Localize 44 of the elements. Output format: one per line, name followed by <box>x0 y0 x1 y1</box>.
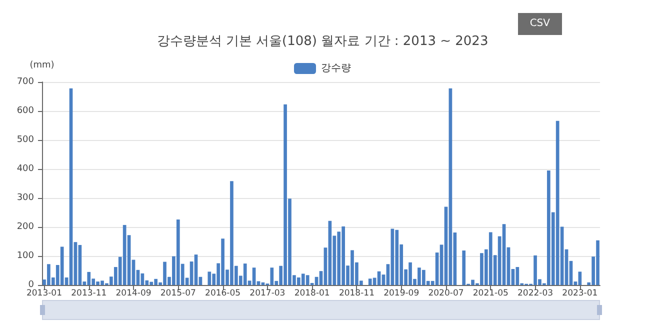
x-tick-label: 2015-07 <box>160 288 196 298</box>
x-tick-label: 2021-05 <box>472 288 508 298</box>
bar <box>448 88 452 285</box>
bar <box>270 268 274 285</box>
x-tick-label: 2018-01 <box>294 288 330 298</box>
x-tick-label: 2013-01 <box>26 288 62 298</box>
y-tick-label: 500 <box>16 135 34 145</box>
y-axis-title: (mm) <box>30 60 54 70</box>
bar <box>60 246 64 285</box>
x-tick-label: 2020-07 <box>428 288 464 298</box>
bar <box>462 250 466 285</box>
x-tick-label: 2018-11 <box>338 288 374 298</box>
bar <box>578 272 582 285</box>
y-tick-label: 100 <box>16 251 34 261</box>
bar <box>328 220 332 285</box>
y-tick-label: 600 <box>16 106 34 116</box>
chart-title: 강수량분석 기본 서울(108) 월자료 기간 : 2013 ~ 2023 <box>156 34 488 49</box>
bar <box>556 120 560 285</box>
y-tick-label: 0 <box>28 280 34 290</box>
x-tick-label: 2016-05 <box>205 288 241 298</box>
bar <box>208 272 212 285</box>
x-tick-label: 2023-01 <box>562 288 598 298</box>
bar <box>306 275 310 285</box>
x-tick-label: 2013-11 <box>71 288 107 298</box>
x-tick-label: 2017-03 <box>250 288 286 298</box>
y-tick-label: 300 <box>16 193 34 203</box>
y-tick-label: 700 <box>16 77 34 87</box>
bar <box>78 244 82 285</box>
bar <box>69 88 73 285</box>
y-tick-label: 200 <box>16 222 34 232</box>
download-button: CSV <box>518 13 562 35</box>
bar <box>390 228 394 285</box>
legend-label: 강수량 <box>321 63 351 74</box>
bar <box>252 268 256 285</box>
bar <box>502 224 506 285</box>
bar <box>194 254 198 285</box>
y-tick-label: 400 <box>16 164 34 174</box>
bar <box>516 267 520 285</box>
bar <box>395 230 399 285</box>
bar <box>122 224 126 285</box>
bar <box>368 278 372 285</box>
x-tick-label: 2014-09 <box>116 288 152 298</box>
x-tick-label: 2022-03 <box>518 288 554 298</box>
x-tick-label: 2019-09 <box>384 288 420 298</box>
